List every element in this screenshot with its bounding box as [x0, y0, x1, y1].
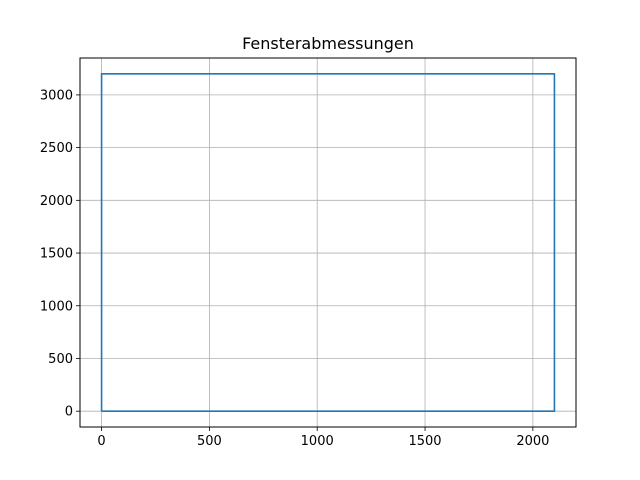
x-tick-label: 500 — [197, 434, 222, 449]
y-tick-label: 500 — [48, 352, 73, 367]
series-line — [100, 73, 556, 412]
y-axis-ticks: 0 500 1000 1500 2000 2500 3000 — [40, 88, 80, 420]
y-tick-label: 3000 — [40, 88, 73, 103]
x-tick-label: 2000 — [516, 434, 549, 449]
x-tick-label: 1000 — [301, 434, 334, 449]
y-tick-label: 2500 — [40, 141, 73, 156]
x-tick-label: 0 — [97, 434, 105, 449]
y-tick-label: 1500 — [40, 247, 73, 262]
x-tick-label: 1500 — [408, 434, 441, 449]
series-layer — [100, 73, 556, 412]
plot-area-frame — [79, 57, 577, 428]
x-axis-ticks: 0 500 1000 1500 2000 — [97, 427, 549, 449]
y-tick-label: 0 — [65, 405, 73, 420]
y-tick-label: 2000 — [40, 194, 73, 209]
chart-title: Fensterabmessungen — [242, 34, 414, 53]
y-tick-label: 1000 — [40, 299, 73, 314]
